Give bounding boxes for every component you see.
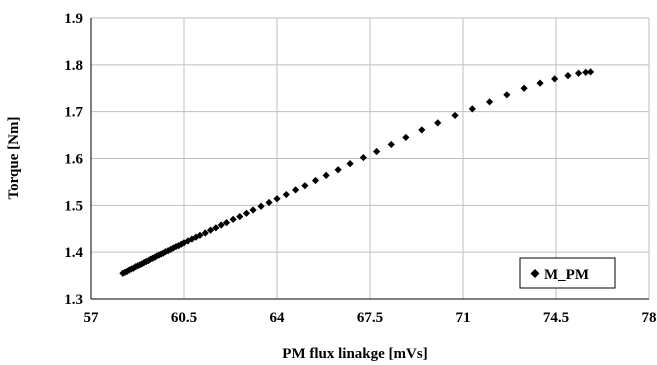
data-point xyxy=(582,68,590,76)
data-point xyxy=(242,209,251,217)
x-tick-label: 78 xyxy=(642,310,657,326)
data-point xyxy=(265,198,273,207)
data-point xyxy=(434,119,442,127)
x-tick-label: 64 xyxy=(270,310,286,326)
data-point xyxy=(551,75,559,83)
data-point xyxy=(586,68,595,76)
data-point xyxy=(222,219,231,227)
x-tick-label: 67.5 xyxy=(357,310,383,326)
data-point xyxy=(201,229,209,237)
data-point xyxy=(373,147,381,156)
data-point xyxy=(387,140,395,149)
data-point xyxy=(236,212,244,221)
data-point xyxy=(322,171,330,179)
legend: M_PM xyxy=(519,257,616,289)
legend-marker-diamond-icon xyxy=(530,269,540,278)
data-point xyxy=(536,79,544,87)
x-tick-label: 57 xyxy=(84,310,100,326)
y-tick-label: 1.6 xyxy=(64,152,83,168)
data-point xyxy=(520,84,528,92)
y-axis-title: Torque [Nm] xyxy=(6,117,22,200)
tick-labels: 57 60.5 64 67.5 71 74.5 78 1.3 1.4 1.5 1.6 1.7 1.8 1.… xyxy=(64,11,656,326)
data-point xyxy=(485,98,494,106)
data-point xyxy=(206,226,215,234)
x-tick-label: 74.5 xyxy=(543,310,569,326)
x-axis-title: PM flux linakge [mVs] xyxy=(282,346,427,362)
grid xyxy=(90,17,650,300)
data-point xyxy=(217,221,225,229)
y-tick-label: 1.5 xyxy=(64,198,83,214)
data-point xyxy=(418,126,426,134)
x-tick-label: 60.5 xyxy=(171,310,197,326)
data-point xyxy=(301,182,309,190)
data-point xyxy=(346,160,354,168)
data-point xyxy=(468,105,476,113)
legend-label-m-pm: M_PM xyxy=(544,267,589,283)
y-tick-label: 1.9 xyxy=(64,11,83,27)
y-tick-label: 1.3 xyxy=(64,292,83,308)
data-point xyxy=(273,195,281,203)
data-point xyxy=(212,224,220,232)
data-point xyxy=(257,202,265,210)
data-point xyxy=(503,91,511,99)
x-tick-label: 71 xyxy=(456,310,471,326)
y-tick-label: 1.7 xyxy=(64,105,83,121)
data-point xyxy=(229,215,237,223)
data-point xyxy=(359,153,367,162)
data-point xyxy=(402,133,410,142)
y-tick-label: 1.4 xyxy=(64,245,83,261)
data-point xyxy=(282,190,290,199)
data-point xyxy=(564,72,572,80)
data-point xyxy=(311,176,320,185)
data-point xyxy=(574,69,583,77)
data-point xyxy=(196,231,204,239)
series-m-pm-points xyxy=(119,68,595,277)
data-point xyxy=(292,186,300,194)
data-point xyxy=(334,166,342,174)
y-tick-label: 1.8 xyxy=(64,58,83,74)
data-point xyxy=(451,111,459,120)
axes xyxy=(90,18,649,300)
data-point xyxy=(249,206,257,214)
